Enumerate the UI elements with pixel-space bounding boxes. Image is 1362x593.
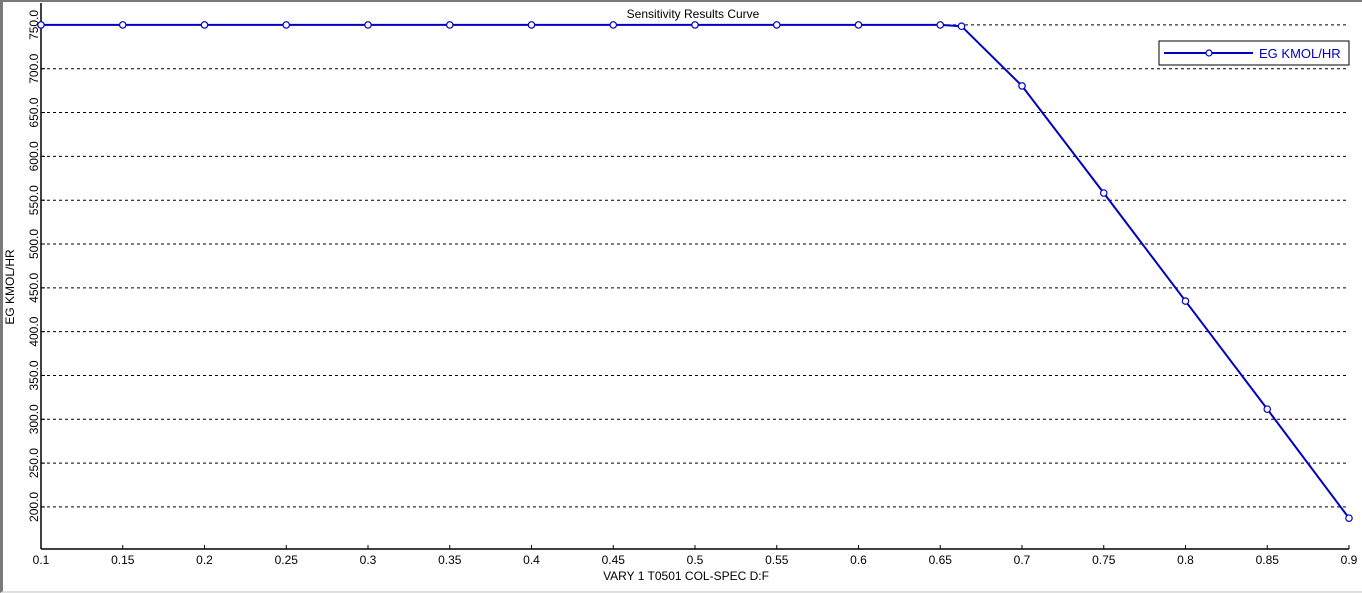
data-point [609, 21, 618, 29]
data-point [1345, 514, 1353, 522]
data-point [282, 21, 291, 29]
data-point [1263, 405, 1272, 413]
data-point [957, 22, 966, 31]
x-tick-label: 0.9 [1341, 553, 1358, 567]
legend-marker [1205, 49, 1213, 57]
x-tick-label: 0.4 [523, 553, 540, 567]
x-axis-label: VARY 1 T0501 COL-SPEC D:F [603, 569, 769, 583]
y-tick-label: 450.0 [27, 272, 41, 302]
x-tick-label: 0.75 [1092, 553, 1116, 567]
x-tick-label: 0.1 [33, 553, 50, 567]
data-point [118, 21, 127, 29]
data-point [854, 21, 863, 29]
data-point [527, 21, 536, 29]
x-tick-label: 0.6 [850, 553, 867, 567]
data-point [445, 21, 454, 29]
data-point [1018, 82, 1026, 90]
data-point [936, 21, 945, 29]
series-line [41, 23, 1350, 519]
data-point [772, 21, 781, 29]
x-tick-label: 0.5 [687, 553, 704, 567]
y-tick-label: 550.0 [27, 185, 41, 215]
data-point [37, 21, 45, 29]
axes: 200.0 250.0 300.0 350.0 400.0 450.0 500.0 550.0… [27, 3, 1358, 567]
y-tick-label: 750.0 [27, 10, 41, 40]
x-tick-label: 0.55 [765, 553, 789, 567]
data-point [691, 21, 699, 29]
x-tick-label: 0.65 [929, 553, 953, 567]
x-tick-label: 0.15 [111, 553, 135, 567]
y-tick-label: 650.0 [27, 97, 41, 127]
legend-label: EG KMOL/HR [1259, 46, 1341, 61]
x-tick-label: 0.25 [275, 553, 299, 567]
y-tick-label: 600.0 [27, 141, 41, 171]
grid-lines [41, 24, 1349, 508]
x-tick-label: 0.7 [1014, 553, 1031, 567]
y-tick-label: 500.0 [27, 229, 41, 259]
chart-title: Sensitivity Results Curve [627, 7, 760, 21]
y-tick-label: 400.0 [27, 316, 41, 346]
legend: EG KMOL/HR [1158, 40, 1350, 66]
x-tick-label: 0.2 [196, 553, 213, 567]
x-tick-label: 0.8 [1177, 553, 1194, 567]
x-tick-label: 0.35 [438, 553, 462, 567]
y-axis-label: EG KMOL/HR [3, 249, 17, 325]
data-point [364, 21, 372, 29]
y-tick-label: 700.0 [27, 53, 41, 83]
data-point [200, 21, 209, 29]
y-tick-label: 200.0 [27, 492, 41, 522]
y-tick-label: 250.0 [27, 448, 41, 478]
x-tick-label: 0.85 [1256, 553, 1280, 567]
y-tick-label: 350.0 [27, 360, 41, 390]
data-point [1181, 297, 1190, 305]
y-tick-label: 300.0 [27, 404, 41, 434]
x-tick-label: 0.45 [602, 553, 626, 567]
series-layer [37, 21, 1353, 522]
x-tick-label: 0.3 [360, 553, 377, 567]
data-point [1099, 189, 1108, 197]
